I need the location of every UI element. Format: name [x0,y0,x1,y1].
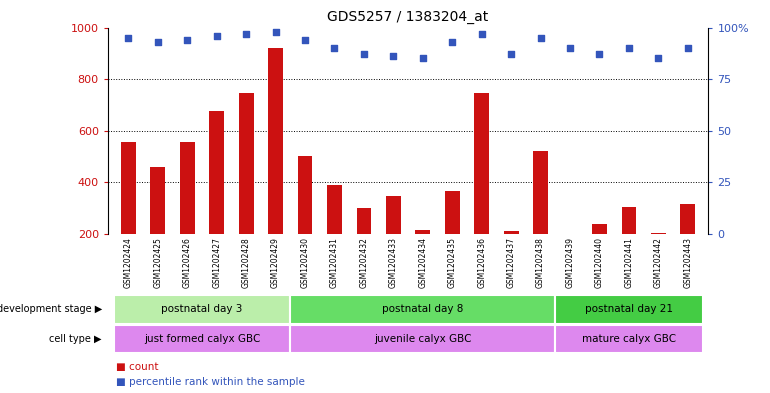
Point [594,51,606,57]
Bar [504,231,518,234]
Point [652,55,665,62]
Bar [474,93,489,234]
Point [328,45,340,51]
Text: postnatal day 3: postnatal day 3 [162,305,243,314]
Bar [357,208,371,234]
Text: GSM1202436: GSM1202436 [477,237,486,288]
Text: GSM1202426: GSM1202426 [182,237,192,288]
Text: postnatal day 8: postnatal day 8 [382,305,464,314]
Bar [150,167,166,234]
Point [623,45,635,51]
Bar [651,233,666,234]
Point [417,55,429,62]
Text: GSM1202443: GSM1202443 [683,237,692,288]
Text: GSM1202437: GSM1202437 [507,237,516,288]
Bar [114,296,290,324]
Point [152,39,164,45]
Point [387,53,400,59]
Text: GSM1202435: GSM1202435 [448,237,457,288]
Text: GSM1202440: GSM1202440 [595,237,604,288]
Text: GSM1202432: GSM1202432 [360,237,368,288]
Bar [290,325,555,353]
Point [446,39,458,45]
Bar [327,185,342,234]
Point [505,51,517,57]
Text: ■ percentile rank within the sample: ■ percentile rank within the sample [116,377,304,387]
Text: GSM1202429: GSM1202429 [271,237,280,288]
Text: GSM1202430: GSM1202430 [300,237,310,288]
Bar [121,142,136,234]
Text: development stage ▶: development stage ▶ [0,305,102,314]
Text: ■ count: ■ count [116,362,158,371]
Text: GSM1202433: GSM1202433 [389,237,398,288]
Text: GSM1202442: GSM1202442 [654,237,663,288]
Bar [592,224,607,234]
Text: GSM1202431: GSM1202431 [330,237,339,288]
Bar [533,151,548,234]
Bar [298,156,313,234]
Text: GSM1202427: GSM1202427 [213,237,221,288]
Text: GSM1202425: GSM1202425 [153,237,162,288]
Bar [239,93,253,234]
Bar [681,204,695,234]
Bar [180,142,195,234]
Text: juvenile calyx GBC: juvenile calyx GBC [374,334,471,344]
Point [476,31,488,37]
Point [564,45,576,51]
Point [534,35,547,41]
Point [681,45,694,51]
Point [240,31,253,37]
Point [181,37,193,43]
Bar [290,296,555,324]
Bar [386,196,400,234]
Text: mature calyx GBC: mature calyx GBC [582,334,676,344]
Text: GSM1202428: GSM1202428 [242,237,251,288]
Text: cell type ▶: cell type ▶ [49,334,102,344]
Bar [268,48,283,234]
Title: GDS5257 / 1383204_at: GDS5257 / 1383204_at [327,10,489,24]
Text: just formed calyx GBC: just formed calyx GBC [144,334,260,344]
Text: GSM1202441: GSM1202441 [624,237,634,288]
Point [270,28,282,35]
Bar [114,325,290,353]
Bar [416,230,430,234]
Text: GSM1202434: GSM1202434 [418,237,427,288]
Point [122,35,135,41]
Point [210,33,223,39]
Text: postnatal day 21: postnatal day 21 [585,305,673,314]
Bar [209,111,224,234]
Bar [555,325,702,353]
Point [358,51,370,57]
Text: GSM1202438: GSM1202438 [536,237,545,288]
Bar [563,234,578,235]
Text: GSM1202424: GSM1202424 [124,237,133,288]
Bar [555,296,702,324]
Point [299,37,311,43]
Bar [621,207,636,234]
Bar [445,191,460,234]
Text: GSM1202439: GSM1202439 [565,237,574,288]
